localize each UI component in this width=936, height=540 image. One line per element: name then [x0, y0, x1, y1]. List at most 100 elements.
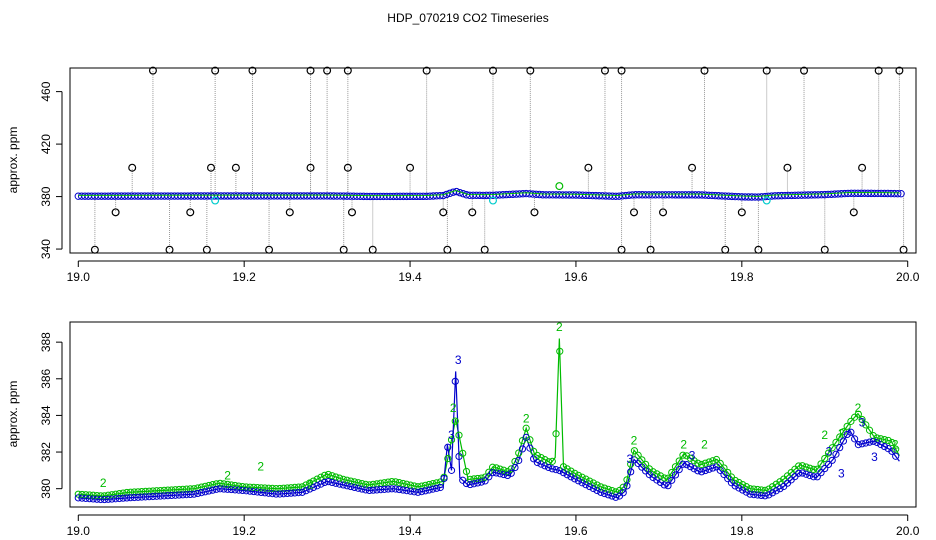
blue-series-point [761, 492, 769, 500]
bottom-x-tick-label: 19.8 [730, 524, 754, 538]
blue-series-point [112, 495, 120, 503]
green-series-point [104, 491, 112, 499]
top-x-tick-label: 19.4 [398, 270, 422, 284]
blue-series-point [828, 456, 836, 464]
green-series-point [231, 481, 239, 490]
outlier-high-marker [248, 66, 257, 75]
blue-series-point [156, 492, 165, 500]
outlier-high-marker [526, 66, 535, 75]
blue-series-point [130, 493, 138, 502]
blue-series-point [668, 476, 676, 484]
blue-series-point [597, 488, 605, 496]
blue-series-point [377, 486, 385, 494]
blue-series-point [664, 482, 672, 490]
outlier-mid-low-marker [439, 208, 448, 217]
blue-series-point [418, 488, 426, 496]
green-series-point [179, 485, 187, 493]
green-series-point [257, 484, 265, 492]
blue-series-point [115, 494, 123, 503]
green-series-point [197, 483, 206, 491]
green-series-point [586, 477, 594, 485]
blue-series-point [182, 491, 191, 499]
blue-series-point [608, 492, 616, 500]
green-series-point [242, 483, 250, 491]
blue-series-point [447, 466, 456, 474]
green-series-point [679, 451, 687, 459]
green-series-point [223, 480, 232, 489]
blue-series-point [679, 460, 687, 468]
outlier-high-marker [323, 66, 332, 75]
blue-series-point [541, 462, 549, 470]
green-series-point [298, 483, 306, 491]
green-series-point [328, 472, 336, 480]
outlier-low-marker [646, 245, 655, 254]
green-series-point [235, 482, 243, 490]
blue-series-point [433, 484, 441, 492]
blue-series-point [190, 490, 198, 498]
blue-series-point [171, 491, 179, 499]
blue-series-point [339, 481, 347, 489]
green-series-point [604, 485, 612, 493]
blue-series-point [824, 460, 833, 469]
blue-series-point [892, 452, 900, 460]
blue-series-point [515, 456, 523, 465]
green-series-point [160, 486, 168, 494]
green-series-point [156, 486, 165, 495]
green-series-point [391, 478, 400, 486]
green-series-point [697, 460, 706, 469]
blue-series-point [403, 487, 411, 495]
blue-series-point [328, 478, 336, 487]
blue-series-point [705, 465, 713, 473]
green-series-point [294, 483, 303, 491]
top-x-tick-label: 19.6 [564, 270, 588, 284]
green-series-point [824, 449, 833, 457]
blue-series-point [164, 492, 172, 500]
green-series-point [892, 445, 900, 453]
green-series-point [212, 480, 220, 488]
blue-series-point [298, 488, 306, 496]
series-label-annotation: 3 [455, 353, 462, 367]
blue-series-point [186, 490, 194, 499]
green-series-point [694, 459, 702, 467]
green-series-point [347, 477, 355, 485]
top-y-tick-label: 420 [39, 134, 53, 154]
blue-series-point [205, 487, 213, 495]
blue-series-point [149, 492, 157, 501]
blue-series-point [421, 487, 430, 495]
green-series-point [350, 478, 359, 486]
green-series-point [533, 451, 541, 460]
blue-series-point [768, 489, 777, 497]
bottom-x-tick-label: 19.0 [67, 524, 91, 538]
outlier-high-marker [306, 66, 315, 75]
green-series-point [462, 467, 471, 476]
green-series-point [847, 417, 855, 425]
series-label-annotation: 2 [224, 469, 231, 483]
blue-series-point [865, 438, 874, 446]
series-label-annotation: 2 [701, 437, 708, 451]
outlier-low-marker [443, 245, 452, 254]
green-series-point [735, 478, 743, 487]
blue-series-point [563, 471, 571, 479]
blue-series-point [697, 468, 706, 476]
blue-series-point [276, 490, 284, 498]
green-series-point [425, 480, 433, 489]
blue-series-point [492, 469, 500, 477]
series-label-annotation: 3 [689, 448, 696, 462]
green-series-point [164, 486, 172, 494]
blue-series-point [175, 491, 183, 499]
blue-series-point [600, 489, 609, 498]
blue-series-point [123, 494, 131, 502]
blue-series-point [544, 463, 553, 472]
blue-series-point [586, 482, 594, 491]
blue-series-point [851, 435, 859, 443]
outlier-mid-low-marker [530, 208, 539, 217]
green-series-point [287, 484, 295, 492]
green-series-point [93, 491, 101, 500]
blue-series-point [843, 430, 851, 439]
green-series-point [683, 452, 691, 460]
blue-series-point [291, 489, 299, 497]
top-y-tick-label: 460 [39, 81, 53, 101]
green-series-point [836, 433, 844, 441]
blue-series-point [858, 440, 866, 448]
